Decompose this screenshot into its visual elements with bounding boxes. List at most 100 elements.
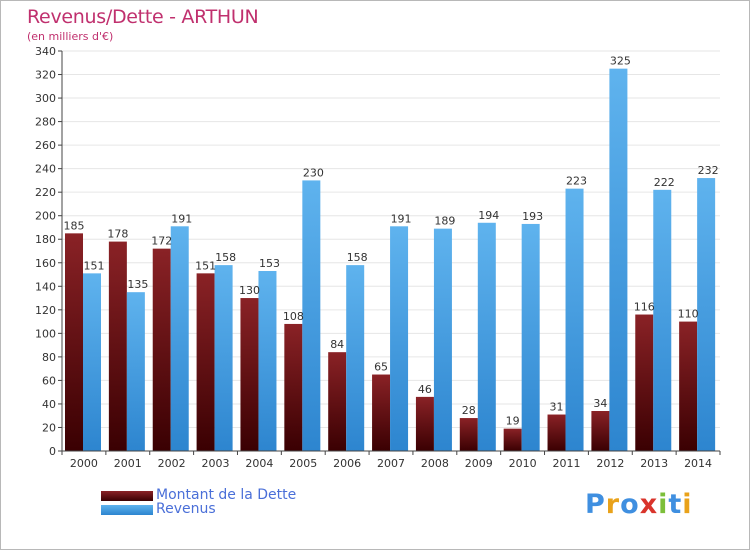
x-tick-label: 2009 [465,457,493,470]
data-label-dette: 116 [634,301,655,314]
bar-revenus [697,178,716,451]
y-tick-label: 320 [35,69,56,82]
data-label-revenus: 191 [171,212,192,225]
data-label-dette: 19 [506,415,520,428]
data-label-revenus: 189 [434,215,455,228]
data-label-dette: 34 [593,397,607,410]
data-label-revenus: 135 [127,278,148,291]
y-tick-label: 120 [35,304,56,317]
bar-dette [503,428,522,451]
data-label-dette: 84 [330,338,344,351]
data-label-dette: 28 [462,404,476,417]
data-label-revenus: 191 [391,212,412,225]
bar-revenus [302,180,321,452]
x-tick-label: 2000 [70,457,98,470]
x-tick-label: 2006 [333,457,361,470]
y-tick-label: 220 [35,186,56,199]
chart-title: Revenus/Dette - ARTHUN [27,6,259,28]
legend-label-revenus: Revenus [156,501,216,517]
y-tick-label: 60 [42,374,56,387]
bar-revenus [126,292,145,451]
legend-swatch-dette [101,491,153,501]
y-tick-label: 80 [42,351,56,364]
x-tick-label: 2005 [289,457,317,470]
data-label-dette: 178 [107,228,128,241]
data-label-revenus: 194 [478,209,499,222]
data-label-revenus: 325 [610,55,631,68]
legend-label-dette: Montant de la Dette [156,487,297,503]
data-label-dette: 151 [195,259,216,272]
data-label-revenus: 158 [347,251,368,264]
bar-dette [415,396,434,451]
data-label-revenus: 223 [566,175,587,188]
bar-revenus [653,189,672,451]
bar-dette [196,273,215,451]
y-tick-label: 260 [35,139,56,152]
bar-dette [459,418,478,451]
chart-subtitle: (en milliers d'€) [27,30,114,43]
bar-revenus [609,68,628,451]
bar-dette [108,241,127,451]
data-label-dette: 31 [550,401,564,414]
bar-dette [240,298,259,451]
bar-dette [591,411,610,451]
bar-dette [152,248,171,451]
y-tick-label: 300 [35,92,56,105]
x-tick-label: 2010 [509,457,537,470]
y-tick-label: 100 [35,327,56,340]
y-tick-label: 340 [35,45,56,58]
bar-revenus [565,188,584,451]
y-tick-label: 0 [49,445,56,458]
bar-revenus [433,228,452,451]
data-label-dette: 46 [418,383,432,396]
data-label-dette: 185 [64,219,85,232]
x-tick-label: 2004 [245,457,273,470]
bar-dette [328,352,347,451]
y-tick-label: 280 [35,116,56,129]
y-tick-label: 20 [42,421,56,434]
data-label-dette: 172 [151,235,172,248]
x-tick-label: 2013 [640,457,668,470]
data-label-dette: 108 [283,310,304,323]
y-tick-label: 240 [35,163,56,176]
data-label-revenus: 151 [84,259,105,272]
y-tick-label: 40 [42,398,56,411]
bar-revenus [83,273,101,451]
data-label-revenus: 153 [259,257,280,270]
data-label-dette: 130 [239,284,260,297]
x-tick-label: 2014 [684,457,712,470]
bar-dette [65,233,83,451]
x-tick-label: 2008 [421,457,449,470]
bar-dette [635,314,654,451]
x-tick-label: 2007 [377,457,405,470]
bar-revenus [521,223,540,451]
bar-revenus [214,265,233,451]
y-tick-label: 200 [35,210,56,223]
bar-dette [284,323,303,451]
bar-revenus [477,222,496,451]
data-label-dette: 65 [374,361,388,374]
y-tick-label: 160 [35,257,56,270]
data-label-revenus: 222 [654,176,675,189]
y-tick-label: 140 [35,280,56,293]
x-tick-label: 2002 [158,457,186,470]
proxiti-logo: Proxiti [585,489,693,520]
x-tick-label: 2003 [202,457,230,470]
bar-dette [547,414,566,451]
data-label-revenus: 232 [698,164,719,177]
x-tick-label: 2012 [596,457,624,470]
data-label-revenus: 230 [303,166,324,179]
bar-revenus [258,271,277,451]
data-label-dette: 110 [678,308,699,321]
bar-revenus [346,265,365,451]
x-tick-label: 2011 [552,457,580,470]
bar-revenus [390,226,409,451]
bar-dette [372,374,391,451]
data-label-revenus: 158 [215,251,236,264]
legend-swatch-revenus [101,505,153,515]
y-tick-label: 180 [35,233,56,246]
x-tick-label: 2001 [114,457,142,470]
bar-revenus [170,226,189,451]
